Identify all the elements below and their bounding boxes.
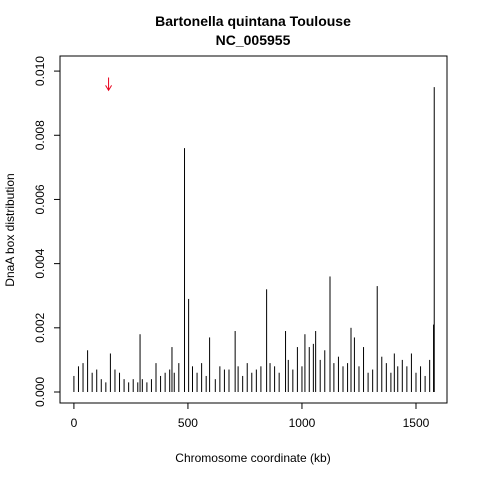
x-tick-label: 500: [178, 416, 198, 430]
y-tick-label: 0.004: [33, 248, 47, 278]
y-tick-label: 0.002: [33, 312, 47, 342]
y-tick-label: 0.000: [33, 377, 47, 407]
plot-frame: [59, 55, 448, 404]
x-axis-label: Chromosome coordinate (kb): [175, 451, 330, 465]
chart-subtitle: NC_005955: [216, 32, 291, 48]
y-tick-label: 0.006: [33, 184, 47, 214]
x-tick-label: 1000: [289, 416, 316, 430]
y-tick-label: 0.010: [33, 56, 47, 86]
y-axis-label: DnaA box distribution: [3, 173, 17, 286]
origin-arrow: [105, 77, 113, 92]
chart-title: Bartonella quintana Toulouse: [155, 13, 351, 29]
x-tick-label: 1500: [403, 416, 430, 430]
x-tick-label: 0: [71, 416, 78, 430]
y-tick-label: 0.008: [33, 120, 47, 150]
